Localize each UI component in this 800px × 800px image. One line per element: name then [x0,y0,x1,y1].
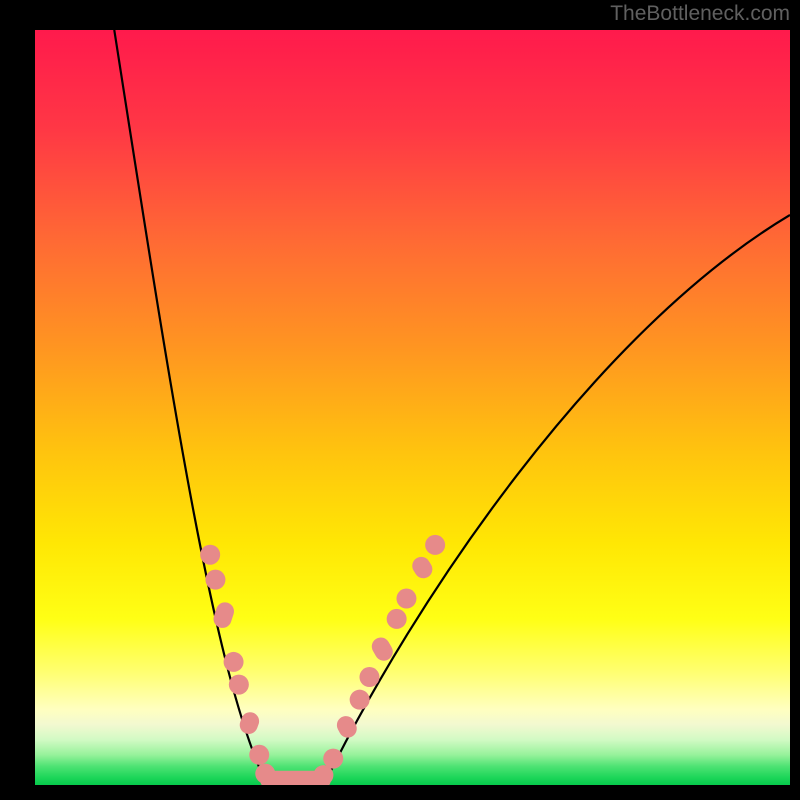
marker-dot [425,535,445,555]
marker-dot [387,609,407,629]
chart-frame: TheBottleneck.com [0,0,800,800]
bottleneck-chart [0,0,800,800]
watermark-text: TheBottleneck.com [610,2,790,26]
marker-bottom-pill [260,771,331,789]
marker-dot [205,570,225,590]
marker-dot [323,749,343,769]
marker-dot [200,545,220,565]
marker-dot [249,745,269,765]
marker-dot [229,675,249,695]
marker-dot [396,589,416,609]
plot-background [35,30,790,785]
marker-dot [350,690,370,710]
marker-dot [359,667,379,687]
marker-dot [224,652,244,672]
